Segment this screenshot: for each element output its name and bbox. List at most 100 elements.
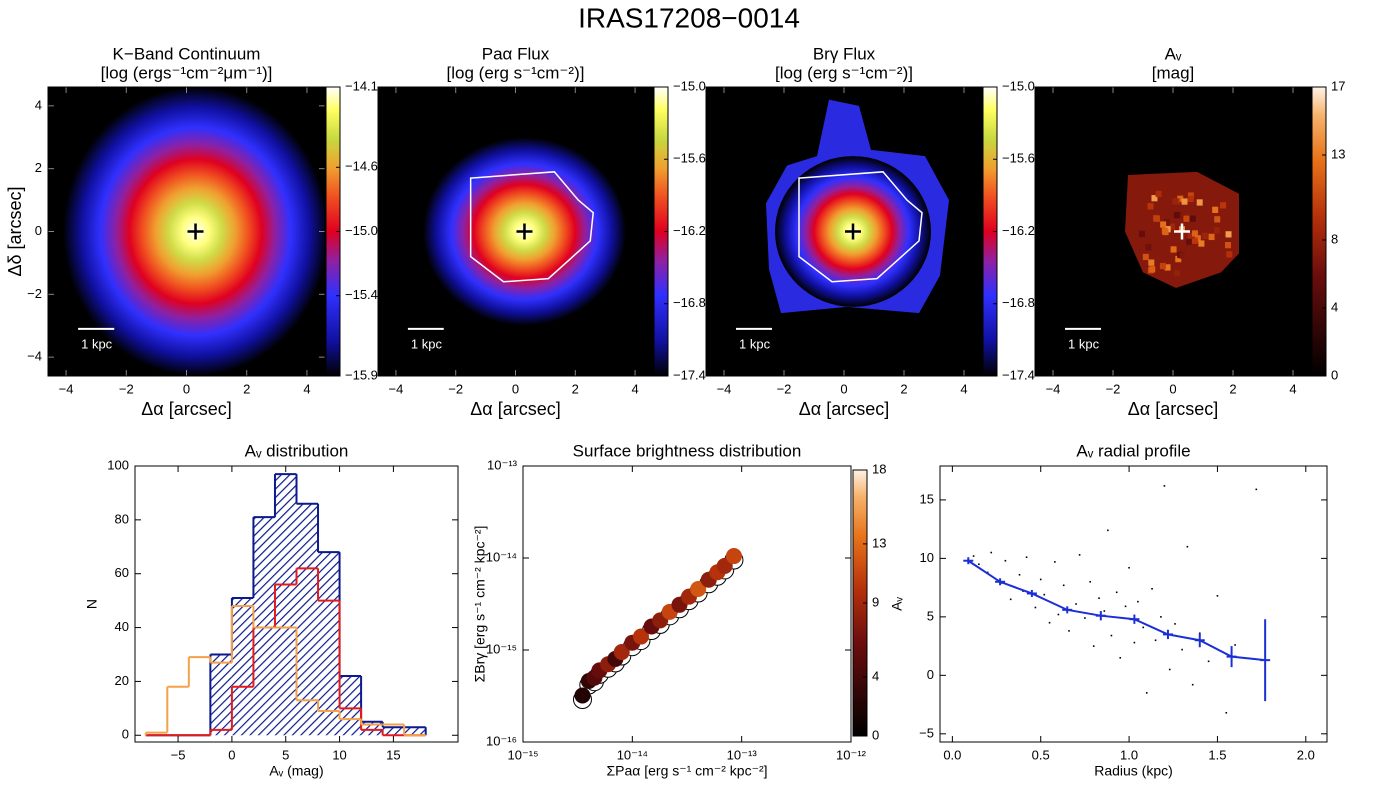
scatter-point — [1154, 639, 1157, 642]
scatter-point — [1234, 644, 1236, 646]
x-tick-label: 0 — [183, 381, 190, 396]
x-tick-label: −2 — [448, 381, 463, 396]
scatter-point — [1062, 584, 1065, 587]
colorbar-tick-label: −15.0 — [1002, 78, 1035, 93]
y-tick-label: −4 — [27, 349, 42, 364]
x-tick-label: 4 — [631, 381, 638, 396]
panel-subtitle: [log (erg s⁻¹cm⁻²)] — [447, 63, 585, 82]
image-pixel — [1177, 195, 1184, 202]
image-pixel — [1155, 190, 1162, 198]
y-tick-label: 4 — [35, 97, 42, 112]
x-tick-label: 10 — [332, 747, 346, 762]
colorbar-tick-label: 17 — [1331, 78, 1345, 93]
y-tick-label: 5 — [927, 608, 934, 623]
scatter-point — [1216, 595, 1219, 597]
image-pixel — [1173, 211, 1180, 219]
image-pixel — [1173, 270, 1180, 277]
colorbar-tick-label: 4 — [1331, 299, 1338, 314]
scatter-point — [632, 628, 649, 645]
scatter-point — [1089, 580, 1092, 583]
scatter-point — [1191, 683, 1194, 686]
image-pixel — [1187, 192, 1194, 199]
image-pixel — [1162, 228, 1169, 236]
colorbar-tick-label: 9 — [872, 594, 879, 609]
histogram-bar — [296, 503, 319, 736]
image-pixel — [1220, 202, 1227, 209]
colorbar-tick-label: −16.2 — [673, 223, 706, 238]
colorbar-tick-label: −15.4 — [345, 287, 378, 302]
x-tick-label: 2 — [1229, 381, 1236, 396]
image-pixel — [1170, 246, 1177, 253]
colorbar-tick-label: 13 — [872, 535, 886, 550]
scatter-point — [1004, 559, 1007, 562]
scatter-point — [1043, 593, 1046, 596]
panel-title: Aᵥ distribution — [245, 441, 349, 460]
x-tick-label: 1.5 — [1208, 747, 1226, 762]
y-tick-label: 80 — [115, 511, 129, 526]
image-pixel — [1196, 199, 1203, 206]
scatter-point — [1133, 641, 1136, 644]
x-tick-label: 10⁻¹⁴ — [617, 747, 648, 762]
scatter-point — [725, 548, 742, 565]
image-pixel — [1213, 227, 1220, 234]
y-axis-label: N — [84, 599, 100, 609]
scatter-point — [1110, 634, 1113, 637]
image-pixel — [1145, 244, 1152, 251]
image — [48, 87, 325, 376]
x-axis-label: Δα [arcsec] — [470, 399, 560, 419]
scatter-point — [613, 644, 630, 661]
x-tick-label: −2 — [777, 381, 792, 396]
scatter-point — [1078, 554, 1081, 556]
x-tick-label: 0 — [512, 381, 519, 396]
image-pixel — [1163, 219, 1170, 226]
x-axis-label: Aᵥ (mag) — [269, 763, 323, 779]
scatter-point — [1034, 606, 1037, 609]
scatter-point — [978, 563, 980, 566]
image-pixel — [1212, 206, 1219, 213]
center-marker — [516, 223, 533, 240]
image-pixel — [1201, 232, 1208, 240]
scatter-point — [1098, 597, 1100, 599]
image-pixel — [1181, 198, 1188, 205]
panel-subtitle: [log (ergs⁻¹cm⁻²μm⁻¹)] — [101, 63, 273, 82]
x-tick-label: −4 — [1046, 381, 1061, 396]
panel-title: K−Band Continuum — [113, 44, 261, 63]
y-tick-label: −2 — [27, 286, 42, 301]
y-tick-label: 10⁻¹⁴ — [486, 549, 517, 564]
image-pixel — [1151, 195, 1158, 202]
scale-bar-label: 1 kpc — [739, 336, 771, 351]
panel-title: Brγ Flux — [813, 44, 876, 63]
scatter-point — [1186, 545, 1189, 548]
image — [1035, 87, 1311, 376]
y-tick-label: 15 — [920, 491, 934, 506]
panel-title: Aᵥ radial profile — [1076, 441, 1190, 460]
image — [706, 87, 982, 376]
colorbar-tick-label: −15.9 — [345, 367, 378, 382]
image-pixel — [1226, 251, 1233, 258]
x-tick-label: −4 — [389, 381, 404, 396]
scatter-point — [1084, 617, 1086, 619]
x-tick-label: 10⁻¹⁵ — [507, 747, 538, 762]
y-tick-label: 10 — [920, 550, 934, 565]
image-pixel — [1169, 223, 1176, 230]
x-axis-label: Δα [arcsec] — [1128, 399, 1218, 419]
histogram-bar — [339, 676, 362, 736]
center-marker — [1174, 223, 1190, 240]
x-tick-label: 2.0 — [1297, 747, 1315, 762]
plot-frame — [939, 465, 1328, 743]
image-pixel — [1225, 231, 1232, 238]
colorbar-tick-label: −15.6 — [673, 151, 706, 166]
scatter-point — [1054, 561, 1056, 563]
x-tick-label: 10⁻¹³ — [727, 747, 758, 762]
histogram-bar — [404, 727, 426, 736]
scatter-point — [1207, 660, 1210, 663]
image-pixel — [1191, 230, 1198, 237]
y-tick-label: 10⁻¹⁶ — [486, 733, 517, 748]
image-pixel — [1148, 259, 1155, 266]
panel-title: Aᵥ — [1165, 44, 1182, 63]
colorbar-tick-label: 0 — [872, 727, 879, 742]
x-tick-label: 10⁻¹² — [836, 747, 867, 762]
histogram-bar — [318, 552, 340, 736]
x-tick-label: −4 — [717, 381, 732, 396]
scatter-point — [1057, 613, 1060, 616]
